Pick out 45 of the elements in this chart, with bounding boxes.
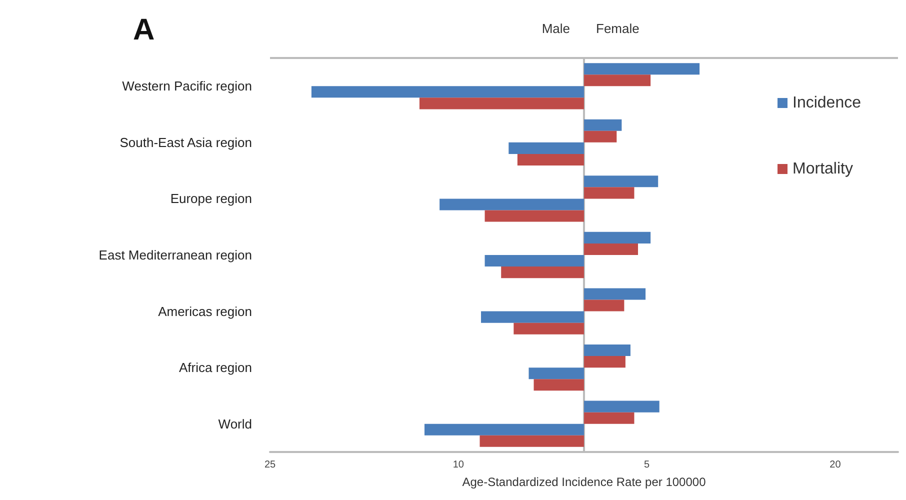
- bar: [311, 86, 584, 98]
- bar: [484, 255, 584, 267]
- y-tick-label: Western Pacific region: [122, 78, 252, 94]
- bar: [419, 98, 584, 110]
- x-tick-label: 10: [452, 460, 464, 470]
- bar: [508, 142, 584, 154]
- y-tick-label: South-East Asia region: [120, 134, 252, 150]
- chart-title: A: [133, 14, 155, 46]
- bar: [480, 435, 584, 447]
- bar: [517, 154, 584, 166]
- x-tick-label: 5: [644, 460, 650, 470]
- x-tick-label: 20: [830, 460, 842, 470]
- bar: [584, 187, 634, 199]
- bar: [584, 300, 624, 312]
- y-tick-label: Americas region: [158, 304, 252, 319]
- y-tick-label: Africa region: [179, 360, 252, 376]
- bar: [584, 243, 638, 255]
- bar: [584, 232, 651, 244]
- bar: [584, 356, 626, 368]
- bar: [501, 266, 584, 278]
- y-tick-label: World: [218, 416, 252, 432]
- bar: [481, 311, 584, 323]
- bar: [584, 344, 630, 356]
- legend-label: Mortality: [792, 160, 853, 178]
- bar: [534, 379, 584, 391]
- bar: [584, 130, 617, 142]
- text: Male: [542, 21, 570, 36]
- bar: [528, 368, 584, 380]
- x-tick-label: 25: [264, 460, 276, 470]
- bar: [424, 424, 584, 436]
- bar: [584, 412, 634, 424]
- bar: [584, 63, 700, 75]
- y-tick-label: East Mediterranean region: [98, 248, 252, 262]
- legend-label: Incidence: [792, 94, 862, 112]
- bar: [514, 322, 584, 334]
- bar: [440, 198, 584, 210]
- bar: [584, 400, 660, 412]
- bar: [584, 74, 651, 86]
- bar: [584, 176, 658, 188]
- x-axis-title: Age-Standardized Incidence Rate per 100000: [462, 475, 706, 489]
- y-tick-label: Europe region: [170, 191, 252, 206]
- bar: [584, 288, 646, 300]
- bar: [584, 119, 622, 131]
- text: Female: [596, 21, 640, 36]
- bar: [484, 210, 584, 222]
